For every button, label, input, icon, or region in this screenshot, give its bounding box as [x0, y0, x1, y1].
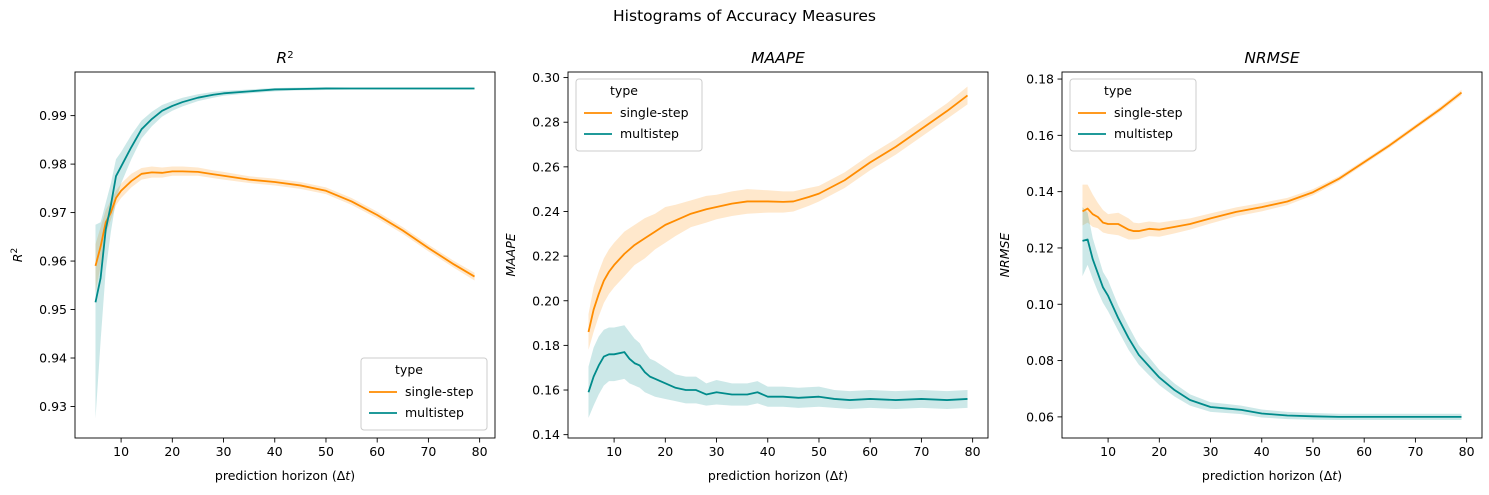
series-line-multistep: [1082, 238, 1462, 418]
x-tick-label: 70: [420, 444, 436, 459]
confidence-band-multistep: [1082, 207, 1462, 420]
y-tick-label: 0.18: [532, 338, 560, 353]
series-line-multistep: [94, 87, 475, 303]
x-tick-label: 60: [369, 444, 385, 459]
series-line-multistep: [587, 351, 968, 401]
y-tick-label: 0.99: [39, 108, 67, 123]
x-tick-label: 20: [1151, 444, 1167, 459]
legend-entry-single-step: single-step: [620, 105, 689, 120]
legend-title: type: [395, 362, 423, 377]
x-tick-label: 30: [216, 444, 232, 459]
legend-frame: [575, 78, 703, 152]
y-tick-label: 0.24: [532, 204, 560, 219]
legend-entry-multistep: multistep: [620, 126, 679, 141]
x-tick-label: 10: [1100, 444, 1116, 459]
legend-entry-single-step: single-step: [1114, 105, 1183, 120]
legend-entry-multistep: multistep: [405, 405, 464, 420]
legend-entry-multistep: multistep: [1114, 126, 1173, 141]
subplot-title: NRMSE: [1244, 49, 1300, 67]
y-tick-label: 0.10: [1026, 297, 1054, 312]
x-tick-label: 60: [1356, 444, 1372, 459]
y-tick-label: 0.95: [39, 302, 67, 317]
x-tick-label: 60: [862, 444, 878, 459]
x-tick-label: 40: [267, 444, 283, 459]
y-tick-label: 0.16: [532, 383, 560, 398]
y-axis-label: NRMSE: [997, 233, 1012, 278]
x-axis-label: prediction horizon (Δt): [1202, 468, 1342, 483]
axes-frame: [74, 71, 496, 439]
y-axis-label: R2: [10, 248, 25, 262]
legend: type single-step multistep: [575, 78, 703, 152]
x-tick-label: 80: [1459, 444, 1475, 459]
legend-frame: [360, 357, 488, 431]
y-tick-label: 0.28: [532, 115, 560, 130]
plot-area: [1082, 89, 1463, 420]
x-tick-label: 40: [760, 444, 776, 459]
legend-title: type: [1104, 83, 1132, 98]
x-tick-label: 80: [965, 444, 981, 459]
x-tick-label: 40: [1254, 444, 1270, 459]
confidence-band-multistep: [588, 325, 968, 418]
confidence-band-single-step: [588, 86, 968, 350]
x-tick-label: 70: [1407, 444, 1423, 459]
x-axis-label: prediction horizon (Δt): [215, 468, 355, 483]
confidence-band-single-step: [95, 166, 475, 293]
legend-entry-single-step: single-step: [405, 384, 474, 399]
y-tick-label: 0.12: [1026, 240, 1054, 255]
plot-area: [587, 86, 969, 418]
axes-frame: [567, 71, 989, 439]
y-tick-label: 0.30: [532, 70, 560, 85]
axes-frame: [1061, 71, 1483, 439]
legend-title: type: [610, 83, 638, 98]
x-tick-label: 10: [606, 444, 622, 459]
y-tick-label: 0.08: [1026, 353, 1054, 368]
y-tick-label: 0.97: [39, 205, 67, 220]
y-tick-label: 0.22: [532, 249, 560, 264]
y-tick-label: 0.18: [1026, 72, 1054, 87]
plot-area: [94, 87, 475, 419]
y-tick-label: 0.94: [39, 351, 67, 366]
x-tick-label: 20: [657, 444, 673, 459]
y-tick-label: 0.06: [1026, 409, 1054, 424]
x-tick-label: 30: [709, 444, 725, 459]
x-tick-label: 80: [472, 444, 488, 459]
subplot-title: R2: [276, 49, 293, 67]
x-tick-label: 10: [113, 444, 129, 459]
x-tick-label: 30: [1203, 444, 1219, 459]
y-tick-label: 0.98: [39, 157, 67, 172]
subplot-title: MAAPE: [751, 49, 805, 67]
y-tick-label: 0.20: [532, 293, 560, 308]
legend: type single-step multistep: [360, 357, 488, 431]
series-line-single-step: [94, 170, 475, 278]
legend-frame: [1069, 78, 1197, 152]
y-tick-label: 0.96: [39, 254, 67, 269]
y-tick-label: 0.14: [1026, 184, 1054, 199]
y-tick-label: 0.26: [532, 159, 560, 174]
figure-suptitle: Histograms of Accuracy Measures: [613, 7, 876, 25]
series-line-single-step: [587, 94, 969, 333]
subplot-nrmse: 10 20 30 40 50 60 70 80 0.06 0.08 0.10 0.12 0.14 0.16…: [997, 49, 1483, 483]
x-tick-label: 50: [318, 444, 334, 459]
subplot-maape: 10 20 30 40 50 60 70 80 0.14 0.16 0.18 0.20 0.22 0.24…: [503, 49, 989, 483]
x-tick-label: 50: [811, 444, 827, 459]
y-tick-label: 0.93: [39, 399, 67, 414]
subplot-r-2: 10 20 30 40 50 60 70 80 0.93 0.94 0.95 0.96 0.97 0.98…: [10, 49, 496, 483]
y-tick-label: 0.14: [532, 427, 560, 442]
legend: type single-step multistep: [1069, 78, 1197, 152]
x-tick-label: 70: [913, 444, 929, 459]
series-line-single-step: [1082, 91, 1463, 232]
x-tick-label: 20: [164, 444, 180, 459]
y-axis-label: MAAPE: [503, 233, 518, 276]
x-axis-label: prediction horizon (Δt): [708, 468, 848, 483]
x-tick-label: 50: [1305, 444, 1321, 459]
y-tick-label: 0.16: [1026, 128, 1054, 143]
